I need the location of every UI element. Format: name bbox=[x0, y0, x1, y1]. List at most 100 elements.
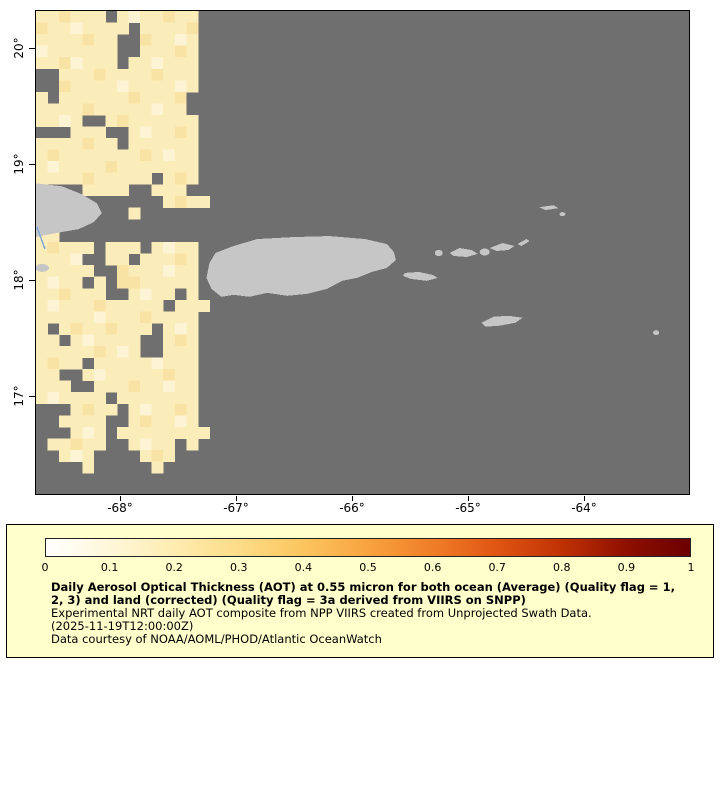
aot-pixel bbox=[82, 172, 95, 185]
aot-pixel bbox=[47, 103, 60, 116]
aot-pixel bbox=[163, 91, 176, 104]
aot-pixel bbox=[163, 114, 176, 127]
map-feature-river bbox=[36, 226, 46, 250]
aot-pixel bbox=[186, 265, 199, 278]
aot-pixel bbox=[174, 265, 187, 278]
colorbar-tick-label: 0.5 bbox=[359, 561, 377, 574]
aot-pixel bbox=[82, 415, 95, 428]
aot-pixel bbox=[59, 265, 72, 278]
aot-pixel bbox=[174, 334, 187, 347]
aot-pixel bbox=[93, 369, 106, 382]
aot-pixel bbox=[36, 299, 48, 312]
aot-pixel bbox=[151, 91, 164, 104]
x-axis-tick-mark bbox=[584, 496, 585, 501]
aot-pixel bbox=[70, 299, 83, 312]
aot-pixel bbox=[140, 103, 153, 116]
aot-pixel bbox=[186, 22, 199, 35]
aot-pixel bbox=[82, 126, 95, 139]
aot-pixel bbox=[163, 172, 176, 185]
aot-pixel bbox=[105, 380, 118, 393]
aot-pixel bbox=[186, 311, 199, 324]
aot-pixel bbox=[36, 380, 48, 393]
aot-pixel bbox=[47, 57, 60, 70]
aot-pixel bbox=[105, 80, 118, 93]
aot-pixel bbox=[174, 114, 187, 127]
aot-pixel bbox=[47, 149, 60, 162]
aot-pixel bbox=[151, 311, 164, 324]
aot-pixel bbox=[70, 357, 83, 370]
aot-pixel bbox=[82, 288, 95, 301]
colorbar-tick-label: 0.3 bbox=[230, 561, 248, 574]
aot-pixel bbox=[186, 126, 199, 139]
aot-pixel bbox=[116, 103, 129, 116]
aot-pixel bbox=[105, 357, 118, 370]
colorbar-tick-label: 0.4 bbox=[294, 561, 313, 574]
aot-pixel bbox=[36, 311, 48, 324]
aot-pixel bbox=[140, 80, 153, 93]
aot-pixel bbox=[105, 311, 118, 324]
aot-pixel bbox=[70, 22, 83, 35]
aot-pixel bbox=[163, 68, 176, 81]
aot-pixel bbox=[93, 57, 106, 70]
aot-pixel bbox=[163, 242, 176, 254]
aot-pixel bbox=[105, 68, 118, 81]
y-axis-tick-mark bbox=[29, 396, 35, 397]
aot-pixel bbox=[151, 161, 164, 174]
aot-pixel bbox=[116, 276, 129, 289]
aot-pixel bbox=[151, 449, 164, 462]
aot-pixel bbox=[36, 161, 48, 174]
map-feature-dominican-republic-east bbox=[36, 183, 102, 238]
aot-pixel bbox=[59, 138, 72, 151]
aot-pixel bbox=[174, 184, 187, 197]
aot-pixel bbox=[70, 276, 83, 289]
aot-pixel bbox=[36, 276, 48, 289]
aot-pixel bbox=[174, 91, 187, 104]
x-axis-tick-mark bbox=[120, 496, 121, 501]
aot-pixel bbox=[93, 45, 106, 58]
aot-pixel bbox=[59, 311, 72, 324]
x-axis-tick-mark bbox=[468, 496, 469, 501]
aot-pixel bbox=[36, 230, 48, 243]
aot-pixel bbox=[82, 449, 95, 462]
aot-pixel bbox=[186, 276, 199, 289]
aot-pixel bbox=[105, 57, 118, 70]
aot-pixel bbox=[105, 403, 118, 416]
aot-pixel bbox=[128, 369, 141, 382]
aot-pixel bbox=[82, 57, 95, 70]
aot-pixel bbox=[186, 322, 199, 335]
aot-pixel bbox=[128, 276, 141, 289]
aot-pixel bbox=[105, 114, 118, 127]
aot-pixel bbox=[140, 438, 153, 451]
aot-pixel bbox=[36, 103, 48, 116]
aot-pixel bbox=[82, 426, 95, 439]
aot-pixel bbox=[140, 299, 153, 312]
aot-pixel bbox=[116, 322, 129, 335]
aot-pixel bbox=[59, 80, 72, 93]
aot-pixel bbox=[59, 322, 72, 335]
x-axis-tick-label: -64° bbox=[571, 501, 597, 515]
aot-pixel bbox=[93, 126, 106, 139]
aot-pixel bbox=[93, 91, 106, 104]
aot-pixel bbox=[186, 288, 199, 301]
aot-pixel bbox=[36, 34, 48, 47]
aot-pixel bbox=[82, 45, 95, 58]
aot-pixel bbox=[70, 415, 83, 428]
aot-pixel bbox=[151, 184, 164, 197]
aot-pixel bbox=[163, 253, 176, 266]
aot-pixel bbox=[163, 438, 176, 451]
y-axis-tick-mark bbox=[29, 48, 35, 49]
aot-pixel bbox=[70, 45, 83, 58]
aot-pixel bbox=[47, 346, 60, 358]
aot-pixel bbox=[128, 207, 141, 220]
colorbar bbox=[45, 538, 691, 557]
aot-pixel bbox=[82, 103, 95, 116]
y-axis-tick-label: 18° bbox=[12, 269, 26, 291]
aot-pixel bbox=[70, 322, 83, 335]
aot-pixel bbox=[59, 242, 72, 254]
aot-pixel bbox=[151, 57, 164, 70]
aot-pixel bbox=[105, 22, 118, 35]
aot-pixel bbox=[70, 172, 83, 185]
aot-pixel bbox=[82, 184, 95, 197]
aot-pixel bbox=[128, 380, 141, 393]
aot-pixel bbox=[36, 114, 48, 127]
